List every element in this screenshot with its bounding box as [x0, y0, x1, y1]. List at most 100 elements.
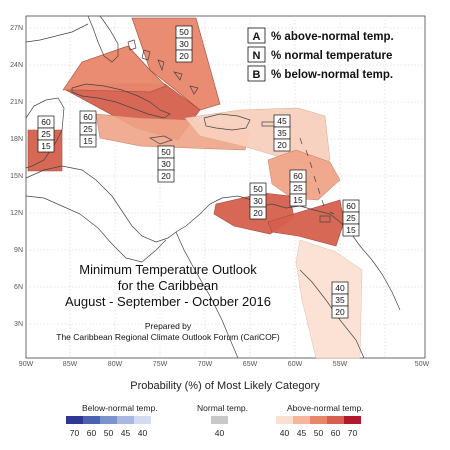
prob-value: 20 — [161, 171, 171, 181]
prob-box-trinidad: 60 25 15 — [342, 199, 360, 237]
lat-label: 24N — [10, 62, 23, 69]
prob-box-jamaica: 50 30 20 — [157, 145, 175, 183]
colorbar-tick: 40 — [137, 428, 148, 438]
colorbar-title: Probability (%) of Most Likely Category — [130, 380, 320, 392]
colorbar-cell — [100, 416, 117, 424]
above-normal-label: Above-normal temp. — [287, 403, 364, 413]
prob-value: 20 — [277, 140, 287, 150]
lon-label: 70W — [198, 361, 213, 368]
lat-label: 3N — [14, 321, 23, 328]
title-line: Minimum Temperature Outlook — [79, 262, 257, 277]
prob-value: 25 — [83, 124, 93, 134]
prob-cell — [249, 206, 267, 220]
prob-value: 35 — [277, 128, 287, 138]
legend-key-box — [247, 46, 266, 63]
region-bahamas — [131, 17, 221, 111]
lat-label: 15N — [10, 173, 23, 180]
prob-value: 50 — [253, 184, 263, 194]
longitude-labels: 90W 85W 80W 75W 70W 65W 60W 55W 50W — [19, 361, 430, 368]
below-normal-ticks: 70 60 50 45 40 — [66, 428, 151, 438]
prob-cell — [157, 169, 175, 183]
colorbar-tick: 60 — [86, 428, 97, 438]
prob-cell — [37, 139, 55, 153]
colorbar-tick: 50 — [103, 428, 114, 438]
below-normal-label: Below-normal temp. — [82, 403, 158, 413]
prob-box-cuba: 60 25 15 — [79, 110, 97, 148]
colorbar-tick: 45 — [296, 428, 307, 438]
lat-label: 27N — [10, 25, 23, 32]
colorbar-cell — [276, 416, 293, 424]
prob-value: 60 — [293, 171, 303, 181]
prob-cell — [289, 193, 307, 207]
coastlines — [25, 15, 401, 359]
prob-cell — [273, 138, 291, 152]
prob-value: 15 — [346, 225, 356, 235]
legend-key-box — [247, 27, 266, 44]
colorbar-tick: 50 — [313, 428, 324, 438]
prob-value: 15 — [41, 141, 51, 151]
legend-text: % below-normal temp. — [271, 69, 393, 81]
outlook-map: 90W 85W 80W 75W 70W 65W 60W 55W 50W 27N … — [10, 15, 430, 368]
prepared-by: Prepared by — [145, 321, 192, 331]
normal-label: Normal temp. — [197, 403, 249, 413]
prob-box-belize: 60 25 15 — [37, 115, 55, 153]
above-normal-ticks: 40 45 50 60 70 — [276, 428, 361, 438]
prob-value: 60 — [41, 117, 51, 127]
legend-key-box — [247, 65, 266, 82]
prob-value: 15 — [293, 195, 303, 205]
colorbar-tick: 40 — [214, 428, 225, 438]
prob-box-guianas: 40 35 20 — [331, 281, 349, 319]
prob-cell — [79, 134, 97, 148]
prepared-org: The Caribbean Regional Climate Outlook F… — [56, 332, 280, 342]
outlook-regions — [27, 17, 363, 359]
colorbar-tick: 40 — [279, 428, 290, 438]
legend-text: % normal temperature — [271, 50, 392, 62]
region-jamaica — [95, 113, 251, 151]
title-line: August - September - October 2016 — [65, 294, 271, 309]
prob-value: 25 — [346, 213, 356, 223]
lat-label: 18N — [10, 136, 23, 143]
prob-box-greater-antilles: 45 35 20 — [273, 114, 291, 152]
lon-label: 55W — [333, 361, 348, 368]
prob-cell — [331, 305, 349, 319]
colorbar-section: Probability (%) of Most Likely Category … — [0, 372, 450, 450]
prob-value: 50 — [161, 147, 171, 157]
colorbar-cell — [327, 416, 344, 424]
lon-label: 85W — [63, 361, 78, 368]
title-line: for the Caribbean — [118, 278, 218, 293]
colorbar-cell — [293, 416, 310, 424]
region-cuba-north — [62, 45, 167, 93]
colorbar-cell — [211, 416, 228, 424]
lon-label: 50W — [415, 361, 430, 368]
probability-boxes: 50 30 20 60 25 15 60 25 15 50 30 20 45 35 20 50 30 20 60 25… — [37, 25, 360, 319]
map-title: Minimum Temperature Outlook for the Cari… — [65, 262, 271, 309]
prob-cell — [342, 223, 360, 237]
colorbar-tick: 60 — [330, 428, 341, 438]
normal-scale — [211, 416, 228, 424]
colorbar-cell — [83, 416, 100, 424]
prob-box-abc-islands: 60 25 15 — [289, 169, 307, 207]
prob-value: 20 — [179, 51, 189, 61]
below-normal-scale — [66, 416, 151, 424]
prob-value: 60 — [83, 112, 93, 122]
prob-value: 50 — [179, 27, 189, 37]
prob-cell — [175, 49, 193, 63]
prob-value: 30 — [161, 159, 171, 169]
lon-label: 90W — [19, 361, 34, 368]
prob-value: 15 — [83, 136, 93, 146]
prob-value: 20 — [253, 208, 263, 218]
prob-value: 25 — [293, 183, 303, 193]
above-normal-scale — [276, 416, 361, 424]
credit: Prepared by The Caribbean Regional Clima… — [56, 321, 280, 342]
latitude-labels: 27N 24N 21N 18N 15N 12N 9N 6N 3N — [10, 25, 23, 328]
prob-value: 60 — [346, 201, 356, 211]
lon-label: 75W — [153, 361, 168, 368]
prob-value: 25 — [41, 129, 51, 139]
region-trinidad — [267, 199, 345, 247]
colorbar-cell — [344, 416, 361, 424]
prob-value: 45 — [277, 116, 287, 126]
legend-key: N — [253, 50, 261, 62]
legend-key: B — [253, 69, 261, 81]
lat-label: 6N — [14, 284, 23, 291]
lat-label: 21N — [10, 99, 23, 106]
